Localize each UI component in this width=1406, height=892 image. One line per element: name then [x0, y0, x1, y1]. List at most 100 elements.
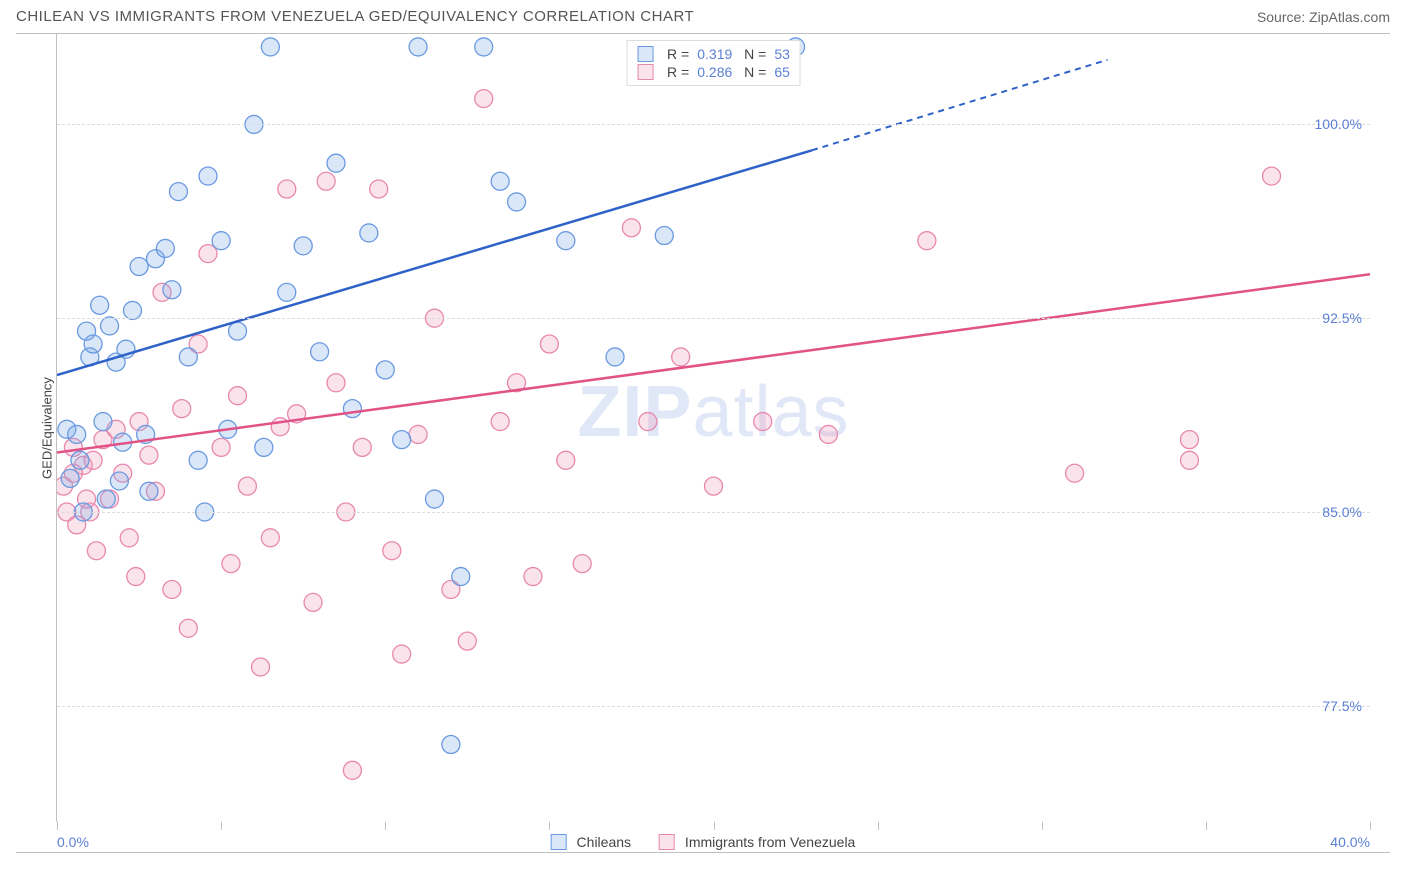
data-point-blue — [61, 469, 79, 487]
data-point-pink — [573, 555, 591, 573]
regression-line-blue — [57, 150, 812, 375]
gridline — [57, 318, 1370, 319]
data-point-pink — [524, 568, 542, 586]
x-tick-mark — [57, 822, 58, 830]
gridline — [57, 512, 1370, 513]
data-point-blue — [123, 301, 141, 319]
data-point-blue — [606, 348, 624, 366]
data-point-pink — [672, 348, 690, 366]
data-point-pink — [918, 232, 936, 250]
data-point-pink — [304, 593, 322, 611]
data-point-pink — [252, 658, 270, 676]
data-point-pink — [491, 413, 509, 431]
data-point-pink — [393, 645, 411, 663]
n-value-pink: 65 — [774, 64, 790, 80]
y-tick-label: 92.5% — [1322, 310, 1362, 326]
data-point-blue — [311, 343, 329, 361]
data-point-blue — [278, 283, 296, 301]
data-point-blue — [199, 167, 217, 185]
data-point-pink — [179, 619, 197, 637]
data-point-pink — [163, 580, 181, 598]
data-point-pink — [222, 555, 240, 573]
legend-item-blue: Chileans — [551, 834, 631, 850]
data-point-pink — [819, 425, 837, 443]
plot-area: GED/Equivalency ZIPatlas R = 0.319 N = 5… — [56, 34, 1370, 822]
data-point-blue — [557, 232, 575, 250]
legend-row-pink: R = 0.286 N = 65 — [637, 63, 790, 81]
swatch-blue-icon — [551, 834, 567, 850]
data-point-blue — [393, 431, 411, 449]
legend-row-blue: R = 0.319 N = 53 — [637, 45, 790, 63]
data-point-pink — [705, 477, 723, 495]
data-point-blue — [229, 322, 247, 340]
gridline — [57, 124, 1370, 125]
data-point-blue — [376, 361, 394, 379]
data-point-pink — [409, 425, 427, 443]
x-tick-mark — [878, 822, 879, 830]
data-point-pink — [212, 438, 230, 456]
x-tick-mark — [714, 822, 715, 830]
x-tick-label: 40.0% — [1330, 834, 1370, 850]
source-label: Source: ZipAtlas.com — [1257, 9, 1390, 25]
data-point-pink — [622, 219, 640, 237]
chart-title: CHILEAN VS IMMIGRANTS FROM VENEZUELA GED… — [16, 8, 694, 25]
swatch-blue-icon — [637, 46, 653, 62]
data-point-blue — [156, 239, 174, 257]
data-point-blue — [360, 224, 378, 242]
y-axis-label: GED/Equivalency — [40, 377, 55, 479]
data-point-blue — [409, 38, 427, 56]
data-point-blue — [84, 335, 102, 353]
data-point-blue — [294, 237, 312, 255]
data-point-blue — [475, 38, 493, 56]
data-point-pink — [540, 335, 558, 353]
regression-line-blue-dashed — [812, 60, 1107, 150]
gridline — [57, 706, 1370, 707]
data-point-blue — [97, 490, 115, 508]
data-point-blue — [68, 425, 86, 443]
series-legend: Chileans Immigrants from Venezuela — [551, 834, 856, 850]
plot-svg — [57, 34, 1370, 822]
data-point-blue — [130, 258, 148, 276]
x-tick-label: 0.0% — [57, 834, 89, 850]
data-point-pink — [229, 387, 247, 405]
data-point-blue — [442, 735, 460, 753]
data-point-blue — [140, 482, 158, 500]
data-point-pink — [1066, 464, 1084, 482]
r-value-blue: 0.319 — [697, 46, 732, 62]
x-tick-mark — [385, 822, 386, 830]
data-point-pink — [557, 451, 575, 469]
data-point-blue — [655, 227, 673, 245]
regression-line-pink — [57, 274, 1370, 452]
data-point-pink — [87, 542, 105, 560]
swatch-pink-icon — [659, 834, 675, 850]
data-point-pink — [327, 374, 345, 392]
data-point-pink — [140, 446, 158, 464]
data-point-blue — [169, 183, 187, 201]
swatch-pink-icon — [637, 64, 653, 80]
data-point-blue — [491, 172, 509, 190]
data-point-pink — [343, 761, 361, 779]
x-tick-mark — [221, 822, 222, 830]
y-tick-label: 85.0% — [1322, 504, 1362, 520]
chart-container: GED/Equivalency ZIPatlas R = 0.319 N = 5… — [16, 33, 1390, 853]
data-point-blue — [327, 154, 345, 172]
data-point-pink — [317, 172, 335, 190]
data-point-blue — [179, 348, 197, 366]
data-point-blue — [189, 451, 207, 469]
data-point-blue — [255, 438, 273, 456]
data-point-pink — [173, 400, 191, 418]
data-point-pink — [754, 413, 772, 431]
data-point-blue — [101, 317, 119, 335]
data-point-pink — [639, 413, 657, 431]
data-point-blue — [343, 400, 361, 418]
data-point-pink — [383, 542, 401, 560]
x-tick-mark — [1042, 822, 1043, 830]
n-value-blue: 53 — [774, 46, 790, 62]
data-point-blue — [110, 472, 128, 490]
data-point-blue — [212, 232, 230, 250]
x-tick-mark — [549, 822, 550, 830]
data-point-blue — [452, 568, 470, 586]
r-value-pink: 0.286 — [697, 64, 732, 80]
data-point-pink — [261, 529, 279, 547]
data-point-pink — [238, 477, 256, 495]
